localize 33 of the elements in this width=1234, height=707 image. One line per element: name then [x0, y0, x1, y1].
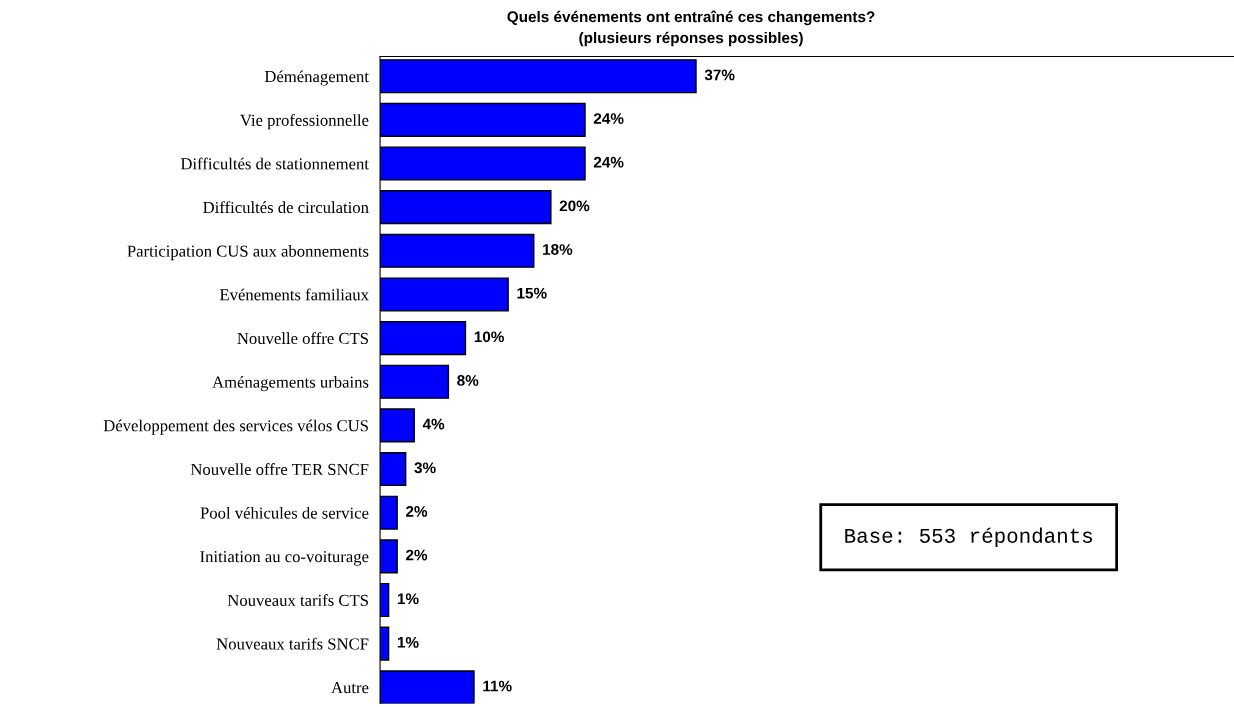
data-label: 24%: [593, 156, 624, 168]
y-tick-label: Déménagement: [264, 70, 369, 86]
data-label: 24%: [593, 113, 624, 124]
data-label: 2%: [406, 505, 428, 517]
y-tick-label: Aménagements urbains: [212, 375, 369, 392]
y-tick-label: Vie professionnelle: [240, 113, 369, 130]
chart-title: Quels événements ont entraîné ces changements?: [507, 10, 875, 26]
y-tick-label: Pool véhicules de service: [200, 506, 369, 519]
data-label: 1%: [397, 593, 419, 605]
data-label: 20%: [559, 200, 590, 212]
y-tick-label: Développement des services vélos CUS: [103, 419, 368, 435]
y-tick-label: Nouvelle offre CTS: [237, 332, 368, 345]
data-label: 3%: [414, 462, 436, 474]
data-label: 1%: [397, 636, 419, 648]
y-tick-label: Evénements familiaux: [219, 288, 369, 301]
data-label: 8%: [457, 375, 479, 386]
chart-subtitle: (plusieurs réponses possibles): [579, 31, 803, 47]
y-tick-label: Nouvelle offre TER SNCF: [190, 463, 369, 476]
y-tick-label: Initiation au co-voiturage: [200, 551, 369, 566]
y-tick-label: Difficultés de circulation: [203, 201, 369, 214]
y-tick-label: Participation CUS aux abonnements: [127, 245, 369, 261]
data-label: 10%: [474, 331, 504, 343]
data-label: 15%: [517, 287, 547, 299]
y-tick-label: Nouveaux tarifs CTS: [227, 594, 368, 606]
data-label: 4%: [422, 418, 445, 430]
y-tick-label: Difficultés de stationnement: [180, 157, 369, 170]
data-label: 2%: [406, 549, 428, 561]
annotation: Base: 553 répondants: [845, 527, 1092, 548]
data-label: 37%: [704, 69, 735, 81]
data-label: 18%: [543, 244, 573, 255]
y-tick-label: Autre: [331, 682, 369, 694]
y-tick-label: Nouveaux tarifs SNCF: [216, 637, 369, 650]
data-label: 11%: [483, 680, 512, 692]
